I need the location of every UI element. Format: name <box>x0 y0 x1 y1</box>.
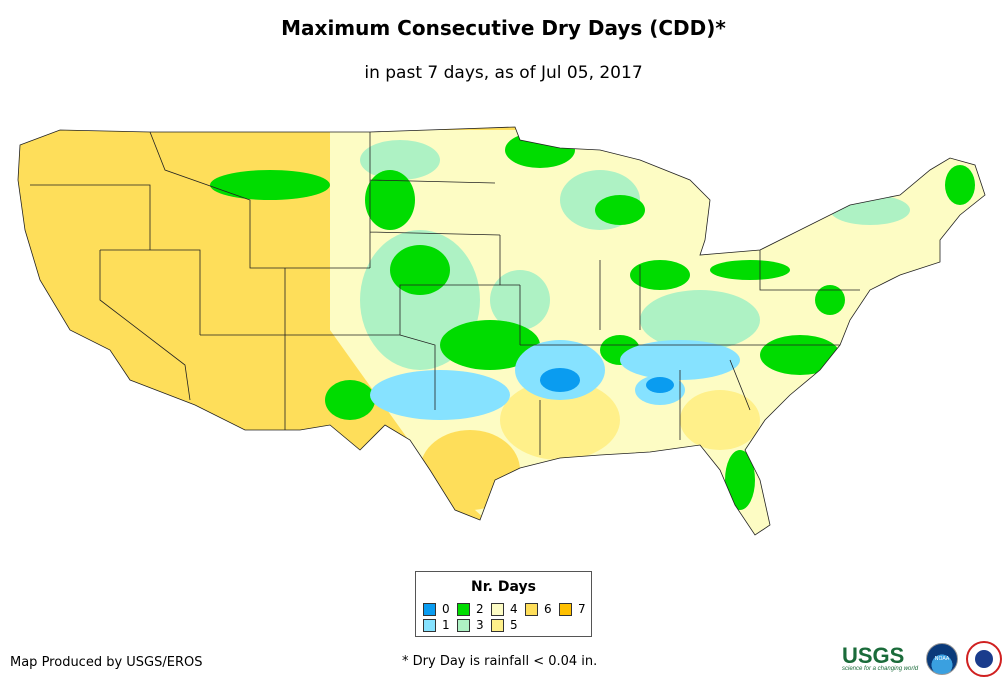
noaa-logo: NOAA <box>926 643 959 675</box>
agency-logos: USGS science for a changing world NOAA <box>842 641 1003 677</box>
legend-label: 4 <box>510 602 518 616</box>
usgs-logo: USGS science for a changing world <box>842 642 919 673</box>
nws-logo-emblem <box>975 650 994 668</box>
legend-swatch <box>559 602 572 616</box>
legend-label: 3 <box>476 618 484 632</box>
legend-item: 7 <box>559 602 586 616</box>
legend-swatch <box>525 602 538 616</box>
region-0-days <box>540 368 674 393</box>
legend-swatch <box>491 618 504 632</box>
legend-label: 5 <box>510 618 518 632</box>
state-borders <box>17 126 986 536</box>
legend-swatch <box>423 602 436 616</box>
legend-item: 4 <box>491 602 518 616</box>
legend-label: 6 <box>544 602 552 616</box>
map-title: Maximum Consecutive Dry Days (CDD)* <box>281 16 726 40</box>
legend-label: 7 <box>578 602 586 616</box>
us-cdd-map <box>17 126 986 536</box>
legend-item: 3 <box>457 618 484 632</box>
noaa-logo-text: NOAA <box>934 656 950 662</box>
usgs-tagline: science for a changing world <box>842 665 919 672</box>
region-5-days <box>680 390 760 450</box>
region-6-days <box>420 430 520 510</box>
legend-label: 2 <box>476 602 484 616</box>
legend-item: 1 <box>423 618 450 632</box>
usgs-logo-text: USGS <box>842 642 905 668</box>
legend-swatch <box>423 618 436 632</box>
legend-swatch <box>457 618 470 632</box>
legend-swatch <box>457 602 470 616</box>
legend-item: 0 <box>423 602 450 616</box>
legend-label: 1 <box>442 618 450 632</box>
legend-label: 0 <box>442 602 450 616</box>
legend: Nr. Days 0 1 2 3 4 5 6 7 <box>415 571 592 637</box>
map-subtitle: in past 7 days, as of Jul 05, 2017 <box>364 63 643 83</box>
nws-logo <box>966 641 1003 677</box>
legend-swatch <box>491 602 504 616</box>
footnote: * Dry Day is rainfall < 0.04 in. <box>402 654 598 669</box>
legend-title: Nr. Days <box>471 579 536 595</box>
region-5-days <box>500 380 620 460</box>
legend-item: 2 <box>457 602 484 616</box>
map-credit: Map Produced by USGS/EROS <box>10 655 203 670</box>
legend-item: 6 <box>525 602 552 616</box>
legend-item: 5 <box>491 618 518 632</box>
